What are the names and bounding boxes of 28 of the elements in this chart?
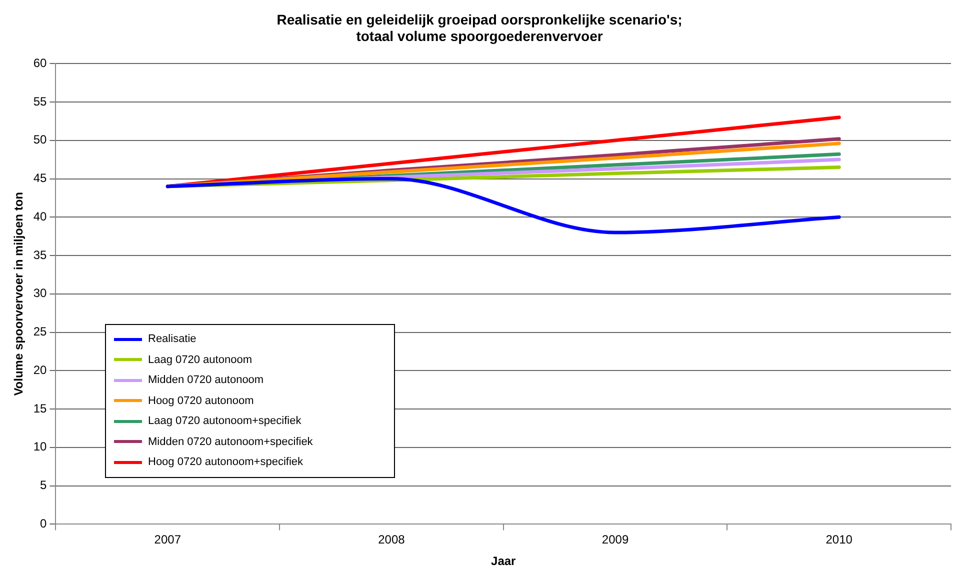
legend-label: Midden 0720 autonoom+specifiek bbox=[148, 434, 313, 450]
legend-label: Realisatie bbox=[148, 332, 196, 347]
legend-label: Laag 0720 autonoom bbox=[148, 352, 252, 368]
legend-label: Hoog 0720 autonoom bbox=[148, 394, 254, 408]
y-tick-label: 35 bbox=[33, 248, 48, 262]
line-series bbox=[166, 177, 841, 234]
y-tick-label: 40 bbox=[33, 209, 48, 224]
y-tick-label: 25 bbox=[33, 324, 48, 339]
y-tick-label: 20 bbox=[33, 362, 48, 377]
y-axis-title: Volume spoorvervoer in miljoen ton bbox=[12, 192, 26, 396]
y-tick-label: 55 bbox=[33, 94, 48, 108]
legend-label: Laag 0720 autonoom+specifiek bbox=[148, 414, 302, 429]
chart-title: Realisatie en geleidelijk groeipad oorspronkelijke scenario's; totaal volume spoorgoederenvervoer bbox=[276, 11, 682, 44]
x-tick-label: 2010 bbox=[826, 532, 853, 547]
y-tick-label: 60 bbox=[33, 56, 48, 70]
x-axis-title: Jaar bbox=[491, 554, 516, 568]
legend-label: Midden 0720 autonoom bbox=[148, 373, 264, 388]
x-tick-label: 2008 bbox=[378, 532, 406, 547]
x-tick-label: 2009 bbox=[602, 532, 629, 547]
legend-label: Hoog 0720 autonoom+specifiek bbox=[148, 455, 304, 470]
y-tick-label: 30 bbox=[33, 286, 48, 300]
y-tick-label: 15 bbox=[33, 401, 48, 416]
y-tick-label: 10 bbox=[33, 440, 48, 454]
y-tick-label: 0 bbox=[40, 516, 48, 531]
y-tick-label: 50 bbox=[33, 132, 48, 147]
y-tick-label: 45 bbox=[33, 171, 48, 186]
x-tick-label: 2007 bbox=[154, 532, 182, 547]
y-tick-label: 5 bbox=[40, 478, 48, 492]
